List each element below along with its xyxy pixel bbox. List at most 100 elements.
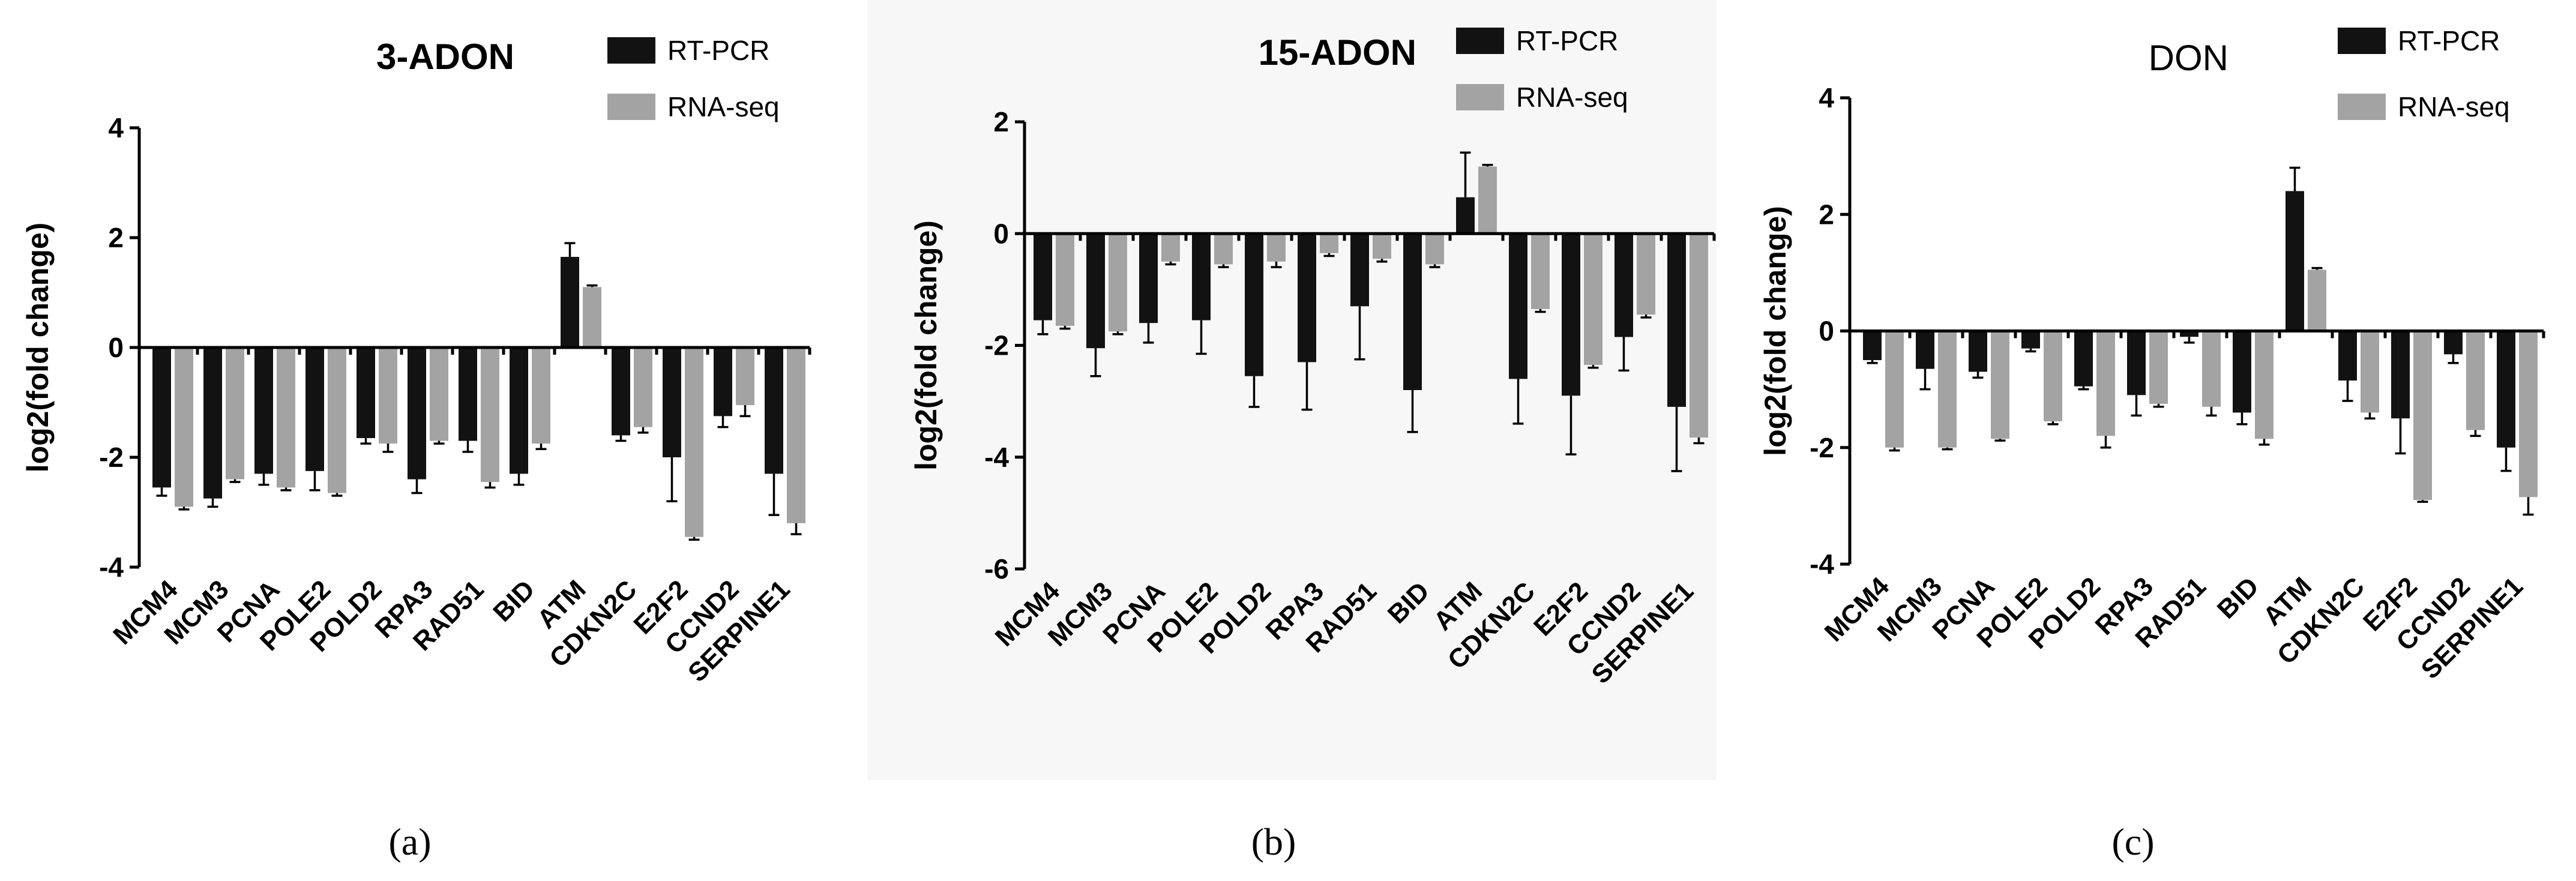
y-axis-label: log2(fold change)	[21, 223, 55, 473]
bar-rt-pcr-rad51	[2180, 331, 2198, 337]
panel-caption: (b)	[1251, 820, 1296, 863]
bar-rna-seq-pold2	[2096, 331, 2115, 436]
legend-swatch-rna-seq	[1456, 84, 1504, 110]
bar-rna-seq-mcm3	[1109, 233, 1127, 332]
y-axis-label: log2(fold change)	[1759, 206, 1792, 456]
bar-rt-pcr-bid	[2233, 331, 2251, 413]
bar-rt-pcr-mcm3	[1086, 233, 1105, 349]
bar-rna-seq-rad51	[481, 347, 499, 483]
bar-rna-seq-atm	[1478, 166, 1497, 234]
bar-rna-seq-mcm3	[226, 347, 244, 480]
bar-rna-seq-pole2	[2044, 331, 2062, 422]
bar-rt-pcr-rpa3	[2127, 331, 2146, 395]
y-tick-label: 4	[108, 112, 124, 143]
bar-rt-pcr-rad51	[1350, 233, 1369, 307]
bar-rna-seq-mcm4	[1056, 233, 1074, 326]
bar-rna-seq-rad51	[2202, 331, 2221, 407]
bar-rt-pcr-mcm4	[1034, 233, 1052, 320]
bar-rna-seq-pcna	[1991, 331, 2009, 439]
bar-rt-pcr-cdkn2c	[2338, 331, 2357, 381]
y-tick-label: 0	[108, 332, 124, 363]
chart-title: 15-ADON	[1259, 32, 1416, 73]
bar-rt-pcr-rpa3	[1298, 233, 1316, 362]
bar-rt-pcr-pole2	[2021, 331, 2040, 349]
bar-rt-pcr-atm	[2286, 191, 2304, 331]
bar-rna-seq-rpa3	[1320, 233, 1338, 253]
y-tick-label: -2	[984, 330, 1009, 361]
legend-swatch-rt-pcr	[2338, 28, 2386, 54]
legend-label-rna-seq: RNA-seq	[2398, 91, 2510, 122]
bar-rt-pcr-e2f2	[2391, 331, 2410, 419]
bar-rna-seq-ccnd2	[1637, 233, 1655, 315]
bar-rt-pcr-rad51	[459, 347, 477, 441]
bar-rt-pcr-cdkn2c	[1509, 233, 1527, 379]
bar-rt-pcr-serpine1	[2497, 331, 2515, 448]
bar-rna-seq-mcm4	[175, 347, 193, 507]
bar-rna-seq-pold2	[1267, 233, 1286, 262]
bar-rna-seq-serpine1	[787, 347, 805, 523]
bar-rna-seq-atm	[2308, 269, 2326, 331]
bar-rna-seq-rpa3	[2149, 331, 2168, 404]
bar-rna-seq-bid	[1425, 233, 1444, 265]
bar-rna-seq-pole2	[328, 347, 346, 493]
y-tick-label: -4	[1810, 549, 1834, 580]
bar-rna-seq-pcna	[277, 347, 295, 488]
legend-swatch-rt-pcr	[607, 37, 655, 64]
bar-rt-pcr-mcm4	[152, 347, 171, 488]
bar-rt-pcr-bid	[510, 347, 528, 474]
y-tick-label: 2	[993, 106, 1009, 137]
bar-rt-pcr-pcna	[1139, 233, 1158, 323]
y-tick-label: 0	[993, 218, 1009, 249]
bar-rna-seq-atm	[583, 287, 601, 347]
bar-rt-pcr-pold2	[357, 347, 375, 438]
y-tick-label: 2	[108, 222, 124, 253]
chart-title: 3-ADON	[376, 37, 514, 77]
y-tick-label: -2	[99, 442, 124, 473]
bar-rna-seq-cdkn2c	[1531, 233, 1550, 309]
legend-label-rt-pcr: RT-PCR	[2398, 25, 2500, 56]
bar-rt-pcr-pold2	[2074, 331, 2093, 386]
bar-rt-pcr-ccnd2	[1615, 233, 1633, 337]
bar-rt-pcr-bid	[1403, 233, 1422, 390]
chart-panel-1: -4-2024MCM4MCM3PCNAPOLE2POLD2RPA3RAD51BI…	[0, 0, 840, 863]
y-tick-label: 2	[1819, 199, 1834, 230]
bar-rna-seq-rad51	[1373, 233, 1391, 259]
legend-label-rna-seq: RNA-seq	[1516, 82, 1628, 113]
bar-rt-pcr-ccnd2	[714, 347, 732, 416]
bar-rt-pcr-ccnd2	[2444, 331, 2463, 355]
bar-rt-pcr-e2f2	[1562, 233, 1580, 396]
legend-label-rt-pcr: RT-PCR	[1516, 25, 1618, 56]
bar-rna-seq-e2f2	[1584, 233, 1602, 365]
bar-rt-pcr-serpine1	[1667, 233, 1686, 407]
y-tick-label: -4	[99, 552, 124, 583]
bar-rt-pcr-pole2	[1192, 233, 1211, 320]
bar-rna-seq-bid	[532, 347, 550, 444]
bar-rt-pcr-atm	[1456, 197, 1475, 234]
legend-label-rt-pcr: RT-PCR	[667, 35, 769, 66]
bar-rt-pcr-cdkn2c	[612, 347, 630, 436]
legend-label-rna-seq: RNA-seq	[667, 91, 780, 122]
bar-rna-seq-ccnd2	[736, 347, 754, 406]
y-tick-label: 0	[1819, 316, 1834, 347]
bar-rt-pcr-mcm3	[203, 347, 222, 499]
panel-caption: (c)	[2111, 820, 2154, 863]
bar-rna-seq-serpine1	[1690, 233, 1708, 438]
bar-rna-seq-cdkn2c	[634, 347, 652, 427]
bar-rt-pcr-pole2	[305, 347, 324, 471]
bar-rna-seq-mcm4	[1885, 331, 1904, 448]
legend-swatch-rna-seq	[607, 94, 655, 120]
bar-rna-seq-e2f2	[685, 347, 703, 537]
bar-rna-seq-pcna	[1161, 233, 1180, 262]
y-tick-label: -2	[1810, 432, 1834, 463]
bar-rna-seq-mcm3	[1938, 331, 1957, 448]
bar-rt-pcr-pcna	[254, 347, 273, 474]
bar-rna-seq-pole2	[1214, 233, 1233, 265]
chart-title: DON	[2149, 38, 2228, 78]
panel-caption: (a)	[388, 820, 431, 863]
bar-rt-pcr-pcna	[1969, 331, 1987, 372]
bar-rt-pcr-pold2	[1245, 233, 1263, 376]
y-tick-label: -6	[984, 553, 1009, 585]
bar-rna-seq-rpa3	[430, 347, 448, 441]
